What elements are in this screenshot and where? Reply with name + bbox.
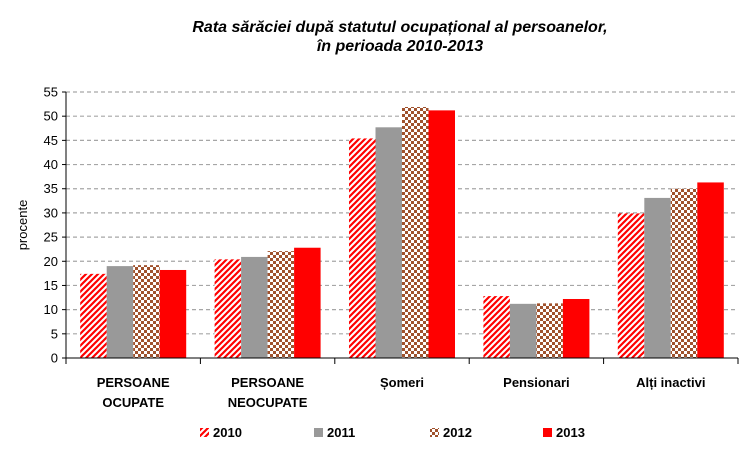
category-label: NEOCUPATE: [228, 395, 308, 410]
bar-2011: [644, 197, 671, 358]
bar-2013: [697, 182, 724, 358]
bar-2011: [509, 303, 537, 358]
chart-title: Rata sărăciei după statutul ocupațional …: [120, 18, 680, 56]
y-tick-label: 25: [44, 230, 58, 245]
legend-label: 2010: [213, 425, 242, 440]
legend-swatch-2013: [543, 428, 552, 437]
y-tick-label: 5: [51, 326, 58, 341]
chart-subtitle: în perioada 2010-2013: [316, 38, 484, 55]
bar-2012: [402, 106, 429, 358]
bar-2012: [670, 188, 698, 358]
y-tick-label: 10: [44, 302, 58, 317]
bar-2012: [267, 251, 295, 358]
bar-2010: [214, 259, 242, 358]
legend-swatch-2012: [430, 428, 439, 437]
bar-2010: [483, 296, 510, 358]
category-label: Șomeri: [380, 375, 424, 390]
bar-2011: [106, 266, 134, 358]
y-tick-labels: 0 5 10 15 20 25 30 35 40 45 50 55: [44, 85, 58, 366]
y-tick-label: 55: [44, 85, 58, 100]
y-axis-label: procente: [15, 200, 30, 251]
y-tick-label: 30: [44, 205, 58, 220]
category-label: Alți inactivi: [636, 375, 705, 390]
y-tick-label: 0: [51, 351, 58, 366]
bar-2011: [241, 256, 268, 358]
legend-swatch-2010: [200, 428, 209, 437]
legend: 2010 2011 2012 2013: [200, 425, 585, 440]
category-label: PERSOANE: [97, 375, 170, 390]
y-tick-label: 50: [44, 109, 58, 124]
legend-label: 2011: [327, 425, 355, 440]
y-tick-label: 20: [44, 254, 58, 269]
bar-2010: [617, 213, 645, 358]
bar-2013: [294, 247, 321, 358]
bar-2011: [375, 127, 402, 359]
y-tick-label: 45: [44, 133, 58, 148]
bar-2013: [159, 269, 187, 358]
bars: [80, 106, 724, 359]
category-labels: PERSOANE OCUPATE PERSOANE NEOCUPATE Șomeri Pe…: [97, 375, 706, 410]
y-tick-label: 35: [44, 181, 58, 196]
category-label: OCUPATE: [102, 395, 164, 410]
legend-label: 2012: [443, 425, 472, 440]
bar-2012: [536, 303, 563, 358]
bar-2013: [562, 298, 590, 358]
bar-2013: [428, 110, 455, 359]
legend-swatch-2011: [314, 428, 323, 437]
axes: [65, 92, 739, 364]
legend-label: 2013: [556, 425, 585, 440]
chart-title-line1: Rata sărăciei după statutul ocupațional …: [192, 19, 608, 36]
bar-2010: [80, 273, 107, 358]
bar-2012: [133, 265, 160, 358]
y-tick-label: 15: [44, 278, 58, 293]
category-label: PERSOANE: [231, 375, 304, 390]
bar-2010: [349, 138, 376, 358]
y-tick-label: 40: [44, 157, 58, 172]
category-label: Pensionari: [503, 375, 569, 390]
